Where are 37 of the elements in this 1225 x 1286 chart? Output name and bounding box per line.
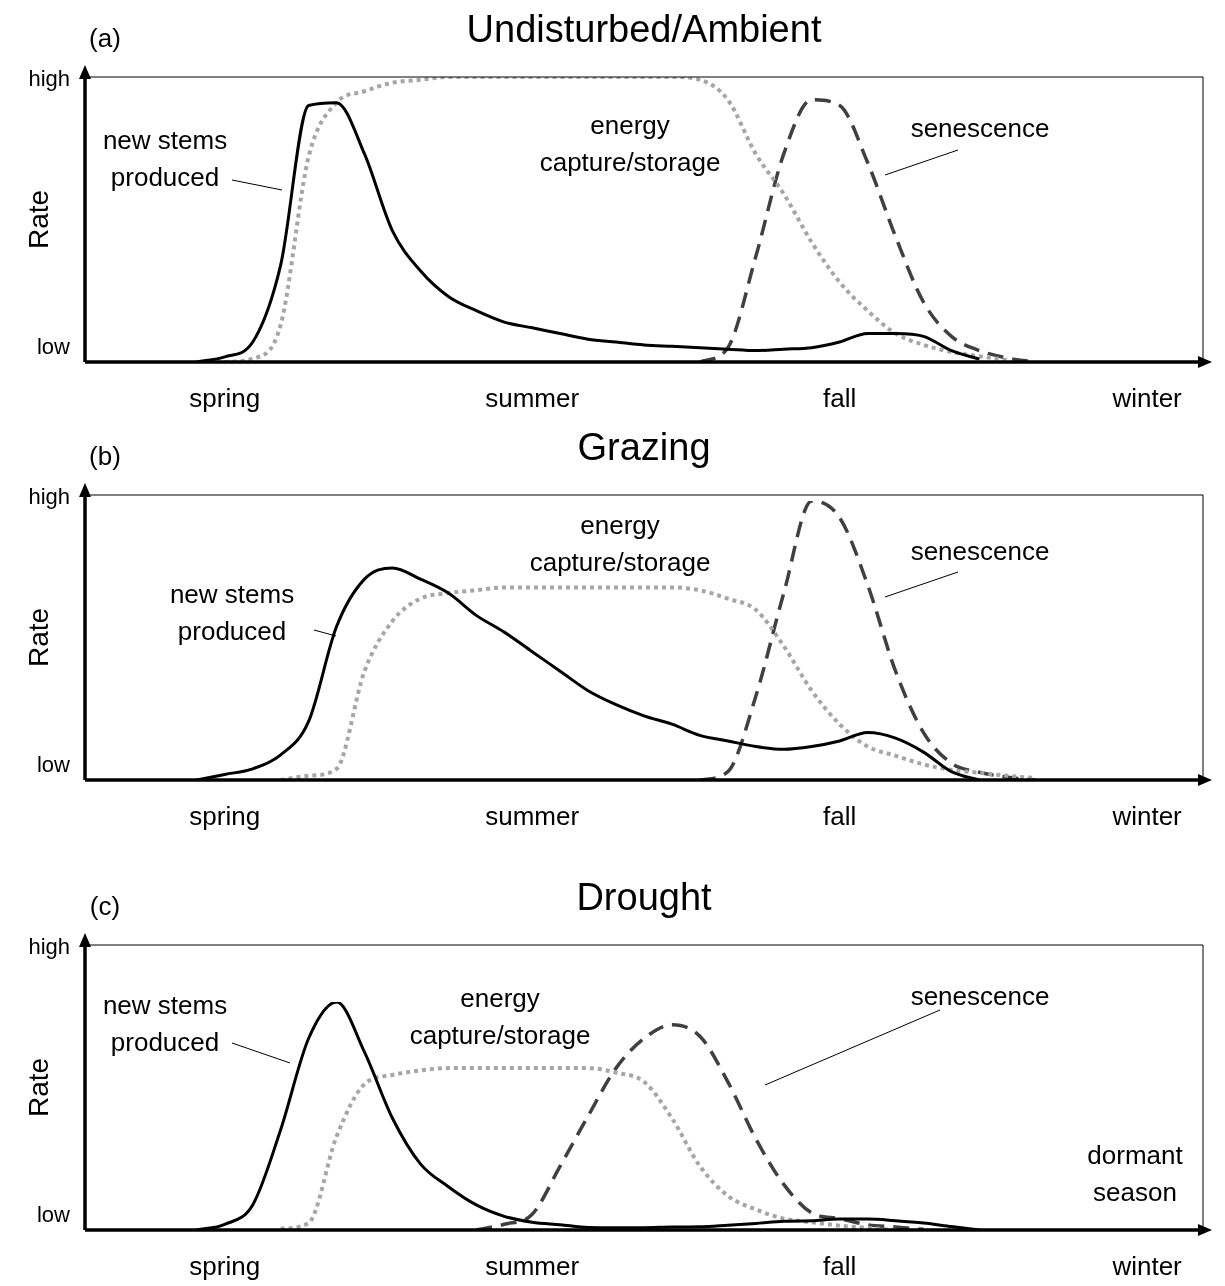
y-axis-title: Rate	[22, 189, 54, 250]
series-label: energy capture/storage	[409, 982, 591, 1050]
series-label: energy capture/storage	[529, 509, 711, 577]
x-tick-label: fall	[823, 800, 857, 831]
x-tick-label: winter	[1111, 800, 1183, 831]
series-label: new stems produced	[169, 578, 295, 646]
x-tick-label: fall	[823, 382, 857, 413]
y-axis-title: Rate	[22, 607, 54, 668]
text: high	[28, 484, 70, 510]
text: (a)	[89, 23, 121, 54]
text: low	[36, 1202, 71, 1228]
x-tick-label: winter	[1111, 1250, 1183, 1281]
chart-title: Drought	[576, 876, 713, 919]
x-tick-label: winter	[1111, 382, 1183, 413]
x-tick-label: spring	[189, 800, 261, 831]
y-axis-title: Rate	[22, 1057, 54, 1118]
chart-title: Grazing	[577, 426, 711, 469]
series-label: energy capture/storage	[539, 109, 721, 177]
chart-title: Undisturbed/Ambient	[466, 8, 822, 51]
x-tick-label: spring	[189, 1250, 261, 1281]
text: (c)	[89, 891, 121, 922]
series-label: senescence	[910, 113, 1050, 144]
text: new stems produced	[102, 124, 228, 192]
text: low	[36, 752, 71, 778]
text: new stems produced	[102, 989, 228, 1057]
text: low	[36, 334, 71, 360]
x-tick-label: summer	[485, 382, 580, 413]
x-tick-label: fall	[823, 1250, 857, 1281]
x-tick-label: summer	[485, 1250, 580, 1281]
text: (b)	[89, 441, 121, 472]
x-tick-label: summer	[485, 800, 580, 831]
annotation: dormant season	[1087, 1139, 1184, 1207]
series-label: senescence	[910, 536, 1050, 567]
text: high	[28, 934, 70, 960]
x-tick-label: spring	[189, 382, 261, 413]
text: high	[28, 66, 70, 92]
text: senescence	[910, 981, 1050, 1012]
